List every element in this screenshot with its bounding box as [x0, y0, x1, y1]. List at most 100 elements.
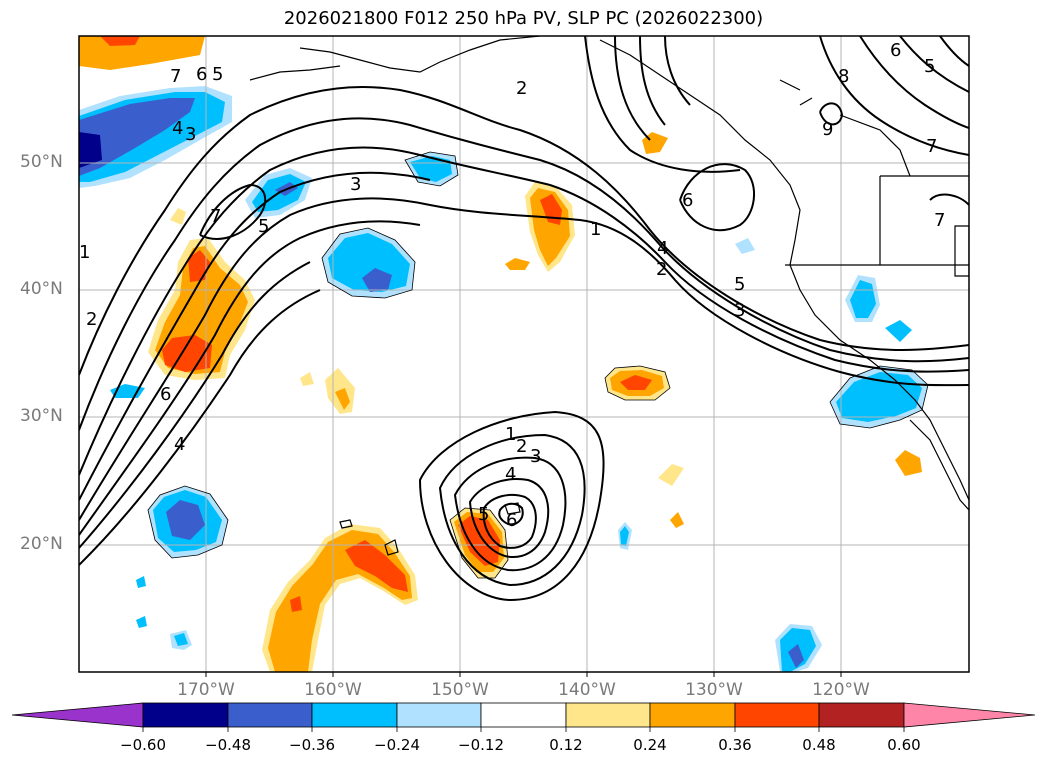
- colorbar-swatch: [11, 702, 144, 728]
- colorbar-tick-label: −0.36: [289, 736, 335, 754]
- pv-outlines: [147, 151, 929, 579]
- contour-label: 2: [516, 436, 527, 457]
- colorbar-swatch: [903, 702, 1036, 728]
- slp-contours: [79, 36, 969, 602]
- contour-label: 2: [656, 259, 667, 280]
- lon-label: 150°W: [431, 680, 489, 700]
- colorbar-tick-label: −0.60: [120, 736, 166, 754]
- contour-label: 8: [838, 66, 849, 87]
- contour-label: 4: [657, 238, 668, 259]
- colorbar-tick-label: 0.12: [549, 736, 583, 754]
- colorbar-tick-label: 0.36: [718, 736, 752, 754]
- contour-label: 4: [505, 464, 516, 485]
- pv-positive-area: [300, 372, 314, 386]
- colorbar-swatch: [734, 702, 820, 728]
- pv-negative-area: [885, 320, 912, 342]
- pv-positive-area: [79, 36, 205, 70]
- map-title: 2026021800 F012 250 hPa PV, SLP PC (2026…: [283, 8, 764, 29]
- graticule: [79, 36, 969, 672]
- contour-label: 7: [170, 66, 181, 87]
- pv-negative-area: [620, 526, 629, 546]
- contour-label: 5: [924, 56, 935, 77]
- colorbar-tick-label: −0.48: [205, 736, 251, 754]
- lat-label: 20°N: [20, 534, 63, 554]
- colorbar-tick-label: −0.24: [374, 736, 420, 754]
- contour-label: 5: [258, 216, 269, 237]
- pv-positive-area: [335, 388, 350, 410]
- contour-label: 6: [682, 190, 693, 211]
- pv-shading: [79, 36, 928, 672]
- contour-label: 2: [86, 309, 97, 330]
- colorbar-tick-label: 0.48: [802, 736, 836, 754]
- colorbar-swatch: [565, 702, 651, 728]
- contour-label: 4: [174, 434, 185, 455]
- colorbar-tick-label: 0.60: [887, 736, 921, 754]
- pv-positive-area: [170, 208, 186, 225]
- pv-negative-core: [362, 268, 392, 292]
- colorbar-swatch: [311, 702, 398, 728]
- pv-negative-area: [136, 576, 146, 588]
- pv-negative-core: [79, 132, 102, 168]
- lon-ticks: [205, 672, 842, 677]
- colorbar-swatch: [142, 702, 229, 728]
- contour-label: 7: [934, 210, 945, 231]
- contour-label: 6: [890, 40, 901, 61]
- pv-positive-area: [895, 450, 922, 476]
- contour-label: 3: [350, 174, 361, 195]
- colorbar-swatch: [480, 702, 567, 728]
- pv-negative-core: [788, 644, 804, 668]
- contour-label: 1: [590, 219, 601, 240]
- pv-negative-area: [735, 238, 755, 254]
- colorbar: [11, 702, 1036, 732]
- lat-label: 50°N: [20, 152, 63, 172]
- pv-positive-core: [162, 335, 212, 372]
- contour-label: 7: [926, 136, 937, 157]
- colorbar-swatch: [227, 702, 313, 728]
- pv-positive-area: [268, 530, 412, 672]
- lon-label: 120°W: [812, 680, 870, 700]
- lon-label: 140°W: [558, 680, 616, 700]
- slp-contour-labels: 7 6 5 4 3 1 2 6 4 7 5 3 2 6 8 9 5 7 7 6 …: [79, 40, 945, 531]
- colorbar-swatch: [818, 702, 905, 728]
- contour-label: 3: [734, 300, 745, 321]
- contour-label: 7: [210, 206, 221, 227]
- map-frame: [78, 35, 970, 673]
- pv-negative-area: [136, 616, 147, 628]
- pv-positive-core: [345, 540, 408, 592]
- colorbar-swatch: [649, 702, 736, 728]
- lat-label: 40°N: [20, 279, 63, 299]
- contour-label: 3: [185, 124, 196, 145]
- pv-positive-area: [670, 512, 684, 528]
- pv-negative-core: [79, 98, 195, 176]
- pv-positive-area: [658, 464, 684, 486]
- pv-positive-core: [620, 375, 652, 390]
- contour-label: 2: [516, 78, 527, 99]
- contour-label: 1: [505, 424, 516, 445]
- pv-negative-area: [836, 372, 922, 422]
- pv-positive-area: [505, 258, 530, 270]
- colorbar-tick-label: 0.24: [633, 736, 667, 754]
- contour-label: 5: [212, 64, 223, 85]
- contour-label: 4: [172, 118, 183, 139]
- lon-label: 160°W: [304, 680, 362, 700]
- contour-label: 5: [478, 504, 489, 525]
- lon-label: 130°W: [685, 680, 743, 700]
- contour-label: 6: [196, 64, 207, 85]
- pv-negative-area: [174, 633, 188, 646]
- contour-label: 9: [822, 119, 833, 140]
- pv-positive-core: [458, 516, 500, 566]
- colorbar-tick-label: −0.12: [458, 736, 504, 754]
- contour-label: 5: [734, 274, 745, 295]
- pv-positive-core: [290, 596, 302, 612]
- lat-label: 30°N: [20, 406, 63, 426]
- contour-label: 6: [506, 510, 517, 531]
- contour-label: 6: [160, 384, 171, 405]
- pv-positive-core: [100, 36, 140, 46]
- pv-negative-core: [166, 500, 205, 540]
- colorbar-swatch: [396, 702, 482, 728]
- contour-label: 3: [530, 446, 541, 467]
- contour-label: 1: [79, 242, 90, 263]
- lon-label: 170°W: [177, 680, 235, 700]
- coastlines: [249, 36, 969, 556]
